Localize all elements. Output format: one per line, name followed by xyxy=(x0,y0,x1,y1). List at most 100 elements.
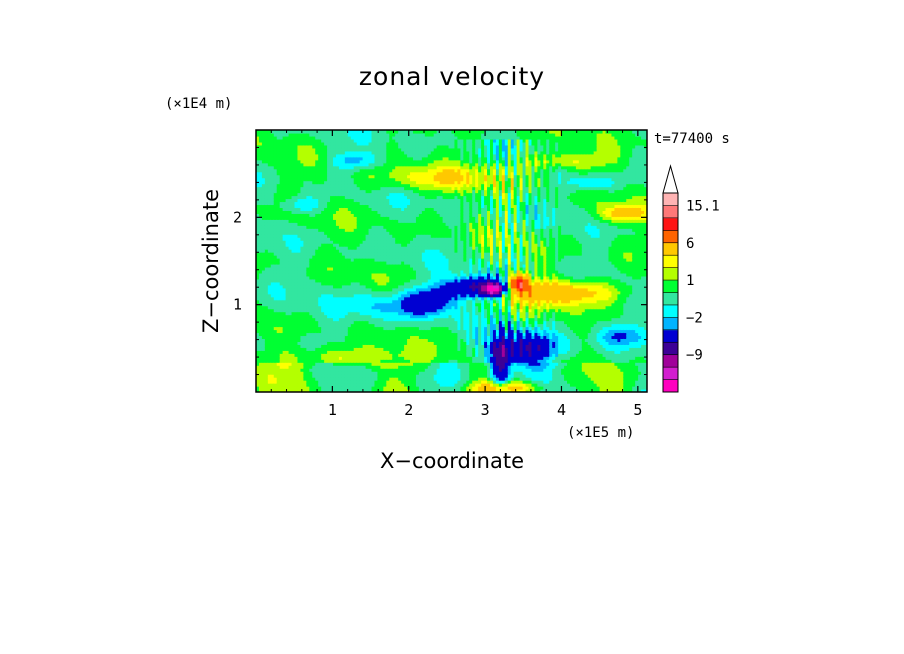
field-cell xyxy=(327,275,331,280)
field-cell xyxy=(273,338,278,342)
field-cell xyxy=(324,317,328,322)
field-cell xyxy=(303,284,307,289)
field-cell xyxy=(306,314,310,319)
field-cell xyxy=(294,138,299,143)
field-cell xyxy=(297,204,302,209)
field-cell xyxy=(324,302,328,307)
field-cell xyxy=(300,284,304,289)
field-cell xyxy=(264,374,269,378)
field-cell xyxy=(288,272,293,277)
field-cell xyxy=(306,189,310,194)
field-cell xyxy=(335,258,340,262)
field-cell xyxy=(309,168,313,173)
field-cell xyxy=(386,332,390,337)
field-cell xyxy=(350,329,355,334)
field-cell xyxy=(404,165,408,170)
field-cell xyxy=(285,317,290,322)
field-cell xyxy=(285,156,290,161)
field-cell xyxy=(359,296,364,301)
field-cell xyxy=(300,263,304,268)
field-cell xyxy=(279,165,284,170)
field-cell xyxy=(362,210,367,214)
field-cell xyxy=(410,198,414,203)
field-cell xyxy=(356,135,361,140)
field-cell xyxy=(389,159,393,164)
field-cell xyxy=(353,332,358,337)
field-cell xyxy=(276,234,281,238)
field-cell xyxy=(273,195,278,200)
field-cell xyxy=(303,198,307,203)
field-cell xyxy=(267,308,272,313)
field-cell xyxy=(347,323,352,328)
field-cell xyxy=(309,186,313,191)
field-cell xyxy=(401,296,405,301)
field-cell xyxy=(389,222,393,226)
field-cell xyxy=(421,246,426,250)
field-cell xyxy=(404,177,408,182)
field-cell xyxy=(344,326,349,331)
field-cell xyxy=(300,275,304,280)
field-cell xyxy=(359,213,364,217)
field-cell xyxy=(300,210,304,214)
field-cell xyxy=(256,192,260,197)
field-cell xyxy=(288,293,293,298)
field-cell xyxy=(279,141,284,146)
field-cell xyxy=(333,153,337,158)
field-cell xyxy=(359,371,364,375)
field-cell xyxy=(282,350,287,354)
field-cell xyxy=(318,249,322,253)
field-cell xyxy=(410,290,414,295)
field-cell xyxy=(404,249,408,253)
field-cell xyxy=(291,356,296,360)
field-cell xyxy=(392,228,396,232)
field-cell xyxy=(258,195,263,200)
field-cell xyxy=(404,138,408,143)
field-cell xyxy=(374,174,379,179)
field-cell xyxy=(380,207,384,211)
field-cell xyxy=(261,284,266,289)
field-cell xyxy=(418,162,423,167)
field-cell xyxy=(297,290,302,295)
field-cell xyxy=(365,380,370,384)
field-cell xyxy=(285,320,290,325)
field-cell xyxy=(380,272,384,277)
field-cell xyxy=(404,359,408,363)
field-cell xyxy=(356,192,361,197)
field-cell xyxy=(350,281,355,286)
field-cell xyxy=(327,219,331,223)
field-cell xyxy=(324,225,328,229)
field-cell xyxy=(401,183,405,188)
field-cell xyxy=(353,335,358,340)
field-cell xyxy=(404,272,408,277)
field-cell xyxy=(300,249,304,253)
field-cell xyxy=(341,371,346,375)
field-cell xyxy=(371,204,376,209)
field-cell xyxy=(371,353,376,357)
field-cell xyxy=(335,162,340,167)
field-cell xyxy=(418,210,423,214)
field-cell xyxy=(261,222,266,226)
field-cell xyxy=(315,281,319,286)
field-cell xyxy=(273,380,278,384)
field-cell xyxy=(306,150,310,155)
field-cell xyxy=(303,171,307,176)
field-cell xyxy=(395,243,399,247)
field-cell xyxy=(353,237,358,241)
field-cell xyxy=(273,183,278,188)
field-cell xyxy=(398,243,402,247)
field-cell xyxy=(347,281,352,286)
field-cell xyxy=(297,174,302,179)
field-cell xyxy=(276,290,281,295)
field-cell xyxy=(421,219,426,223)
field-cell xyxy=(383,347,387,351)
field-cell xyxy=(282,207,287,211)
field-cell xyxy=(374,338,379,342)
field-cell xyxy=(264,329,269,334)
field-cell xyxy=(318,135,322,140)
field-cell xyxy=(303,135,307,140)
field-cell xyxy=(312,311,316,316)
field-cell xyxy=(324,204,328,209)
field-cell xyxy=(258,165,263,170)
field-cell xyxy=(282,150,287,155)
field-cell xyxy=(333,305,337,310)
